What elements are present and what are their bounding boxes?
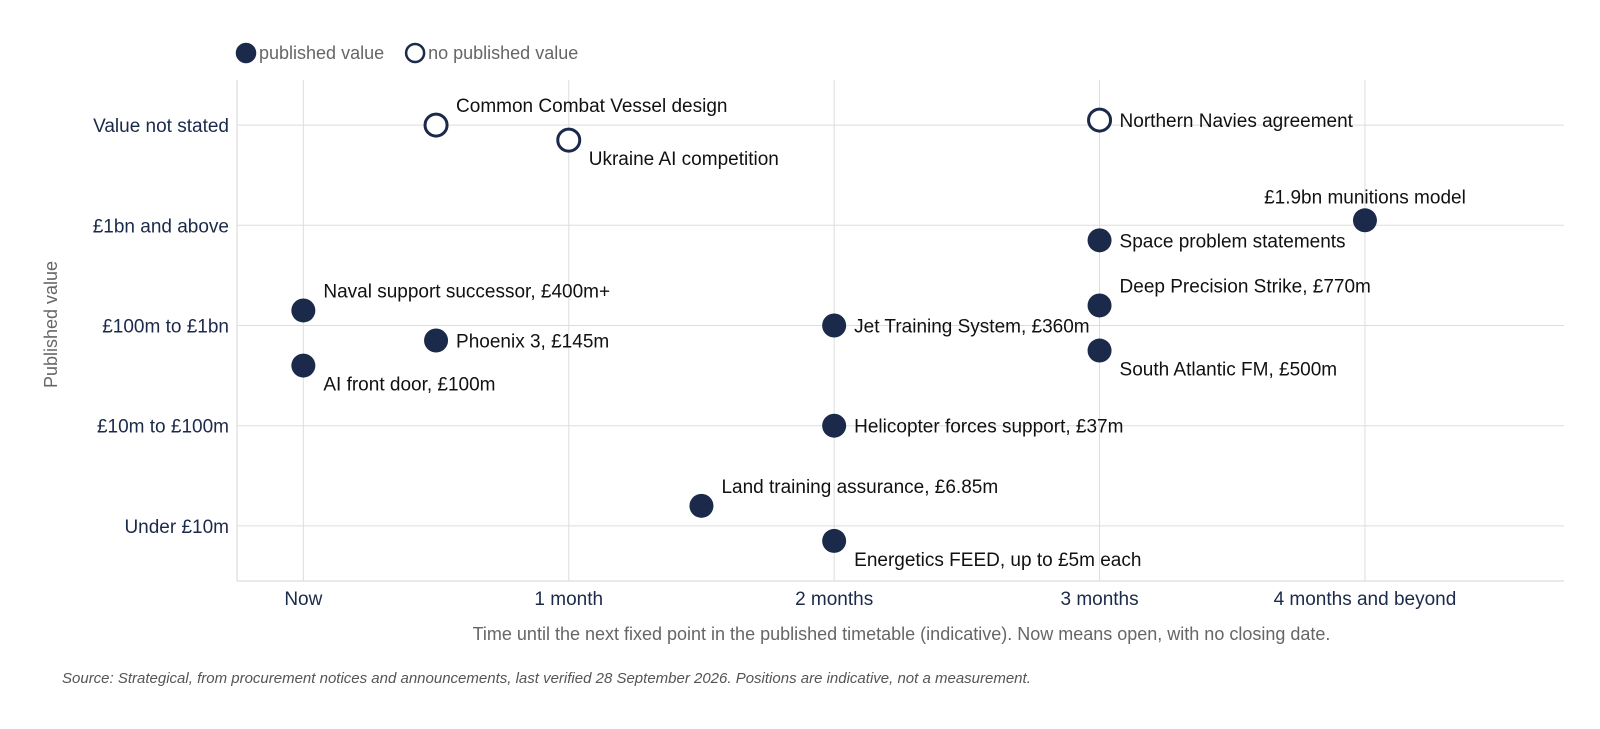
legend-label: no published value — [428, 43, 578, 63]
x-tick-label: 3 months — [1060, 589, 1138, 610]
data-point — [424, 328, 449, 353]
data-point-label: Phoenix 3, £145m — [456, 332, 609, 353]
data-point — [1087, 293, 1112, 318]
data-point — [689, 493, 714, 518]
x-tick-label: 4 months and beyond — [1274, 589, 1457, 610]
y-tick-label: Value not stated — [93, 116, 229, 137]
legend-filled-marker — [235, 42, 257, 64]
data-point — [1352, 208, 1377, 233]
data-point — [291, 353, 316, 378]
data-point — [822, 313, 847, 338]
scatter-chart: Now 1 month 2 months 3 months 4 months and b… — [41, 42, 1564, 644]
x-tick-label: 2 months — [795, 589, 873, 610]
x-tick-label: 1 month — [534, 589, 603, 610]
y-tick-label: £10m to £100m — [97, 417, 229, 438]
data-point-label: Common Combat Vessel design — [456, 96, 727, 117]
data-point-label: Helicopter forces support, £37m — [854, 417, 1123, 438]
data-point — [822, 528, 847, 553]
x-axis-title: Time until the next fixed point in the p… — [473, 624, 1331, 644]
data-point — [1087, 228, 1112, 253]
data-point-label: Energetics FEED, up to £5m each — [854, 550, 1141, 571]
data-point-label: Deep Precision Strike, £770m — [1120, 276, 1371, 297]
y-tick-label: Under £10m — [124, 517, 229, 538]
data-point — [822, 413, 847, 438]
data-point-label: Ukraine AI competition — [589, 149, 779, 170]
y-axis-title: Published value — [41, 261, 61, 388]
data-point — [291, 298, 316, 323]
data-point-label: Land training assurance, £6.85m — [721, 477, 998, 498]
y-tick-label: £1bn and above — [93, 216, 229, 237]
source-note: Source: Strategical, from procurement no… — [62, 670, 1031, 687]
x-tick-label: Now — [284, 589, 322, 610]
data-point-hollow — [556, 127, 582, 153]
data-point-label: Space problem statements — [1120, 231, 1346, 252]
data-point-label: South Atlantic FM, £500m — [1120, 360, 1338, 381]
data-point-label: Jet Training System, £360m — [854, 316, 1090, 337]
data-point-label: Northern Navies agreement — [1120, 111, 1354, 132]
legend-label: published value — [259, 43, 384, 63]
data-point-label: £1.9bn munitions model — [1264, 187, 1466, 208]
data-point-hollow — [423, 112, 449, 138]
y-tick-label: £100m to £1bn — [102, 316, 229, 337]
data-point-hollow — [1087, 107, 1113, 133]
data-point — [1087, 338, 1112, 363]
data-point-label: AI front door, £100m — [323, 375, 495, 396]
legend-hollow-marker — [404, 42, 426, 64]
data-point-label: Naval support successor, £400m+ — [323, 281, 610, 302]
